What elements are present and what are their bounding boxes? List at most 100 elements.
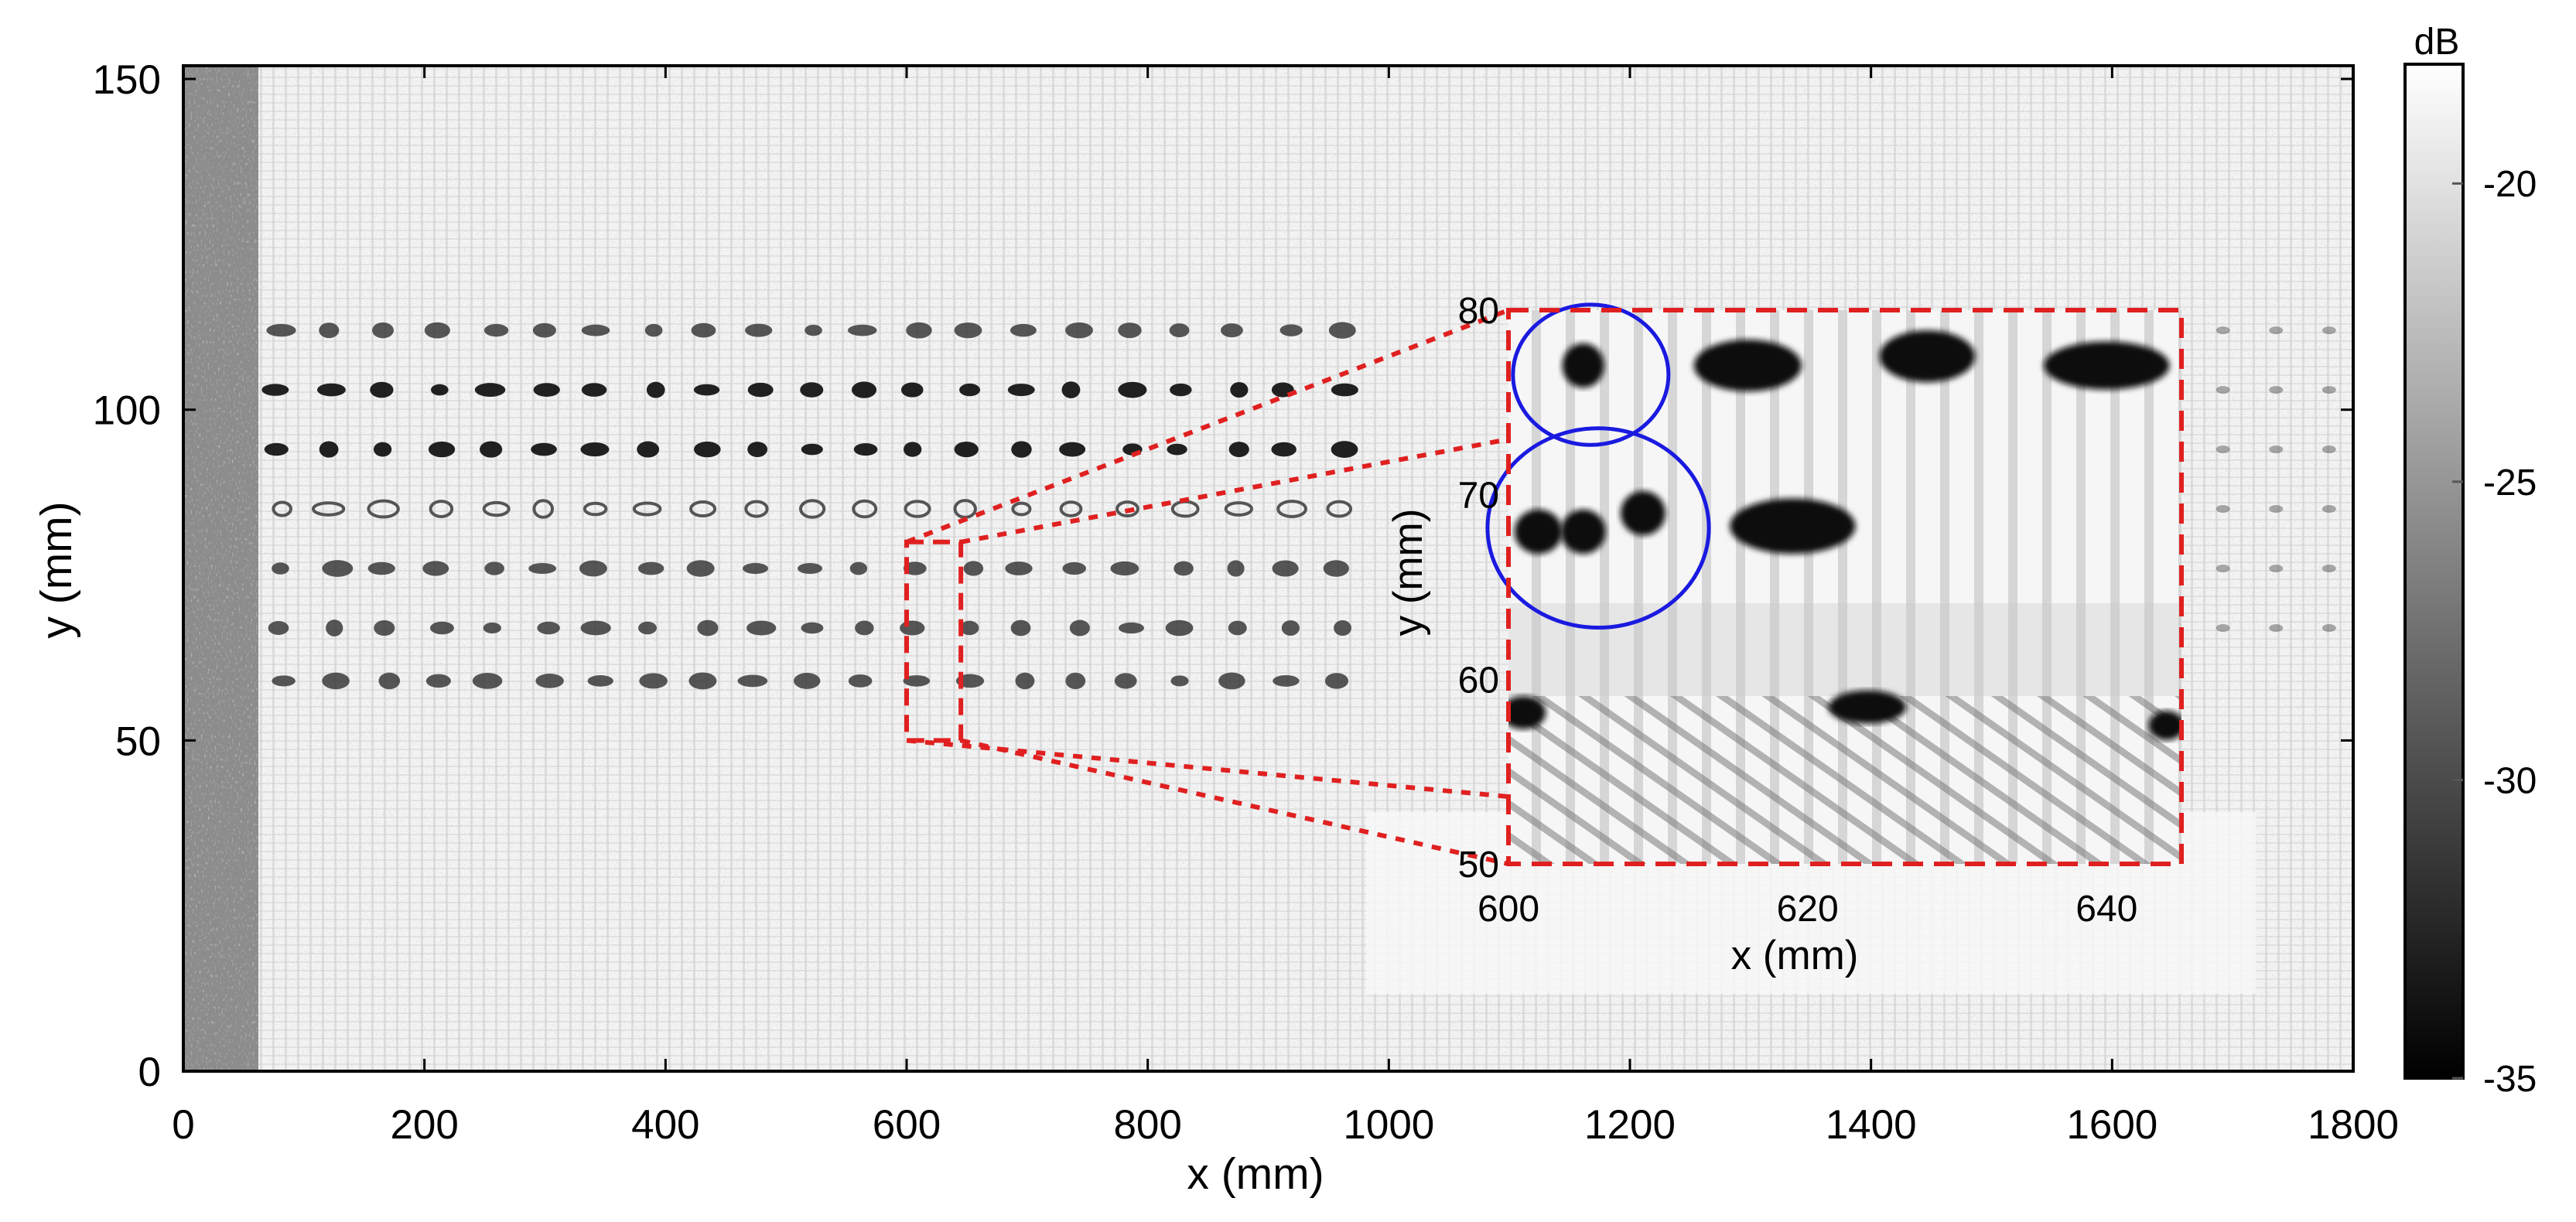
defect-mark xyxy=(903,442,922,457)
defect-mark-faint xyxy=(2269,386,2284,394)
defect-mark xyxy=(580,442,610,457)
inset-y-tick-label: 60 xyxy=(1458,660,1499,701)
defect-mark xyxy=(1271,442,1297,457)
defect-mark xyxy=(746,620,777,636)
x-tick-label: 1800 xyxy=(2308,1102,2399,1148)
zoom-connector-line xyxy=(960,437,1509,544)
defect-mark xyxy=(1062,562,1087,575)
defect-mark xyxy=(744,500,769,518)
defect-mark xyxy=(1224,501,1254,517)
defect-mark xyxy=(1228,620,1247,636)
defect-mark-faint xyxy=(2216,326,2230,335)
defect-mark xyxy=(528,562,557,575)
x-tick-label: 1000 xyxy=(1343,1102,1434,1148)
defect-mark-faint xyxy=(2216,386,2230,394)
defect-mark xyxy=(1281,620,1300,636)
defect-mark xyxy=(801,622,824,634)
zoom-connector-line xyxy=(960,738,1509,866)
defect-mark xyxy=(531,442,557,456)
defect-mark xyxy=(326,620,343,637)
colorbar-gradient xyxy=(2405,64,2463,1078)
inset-frame xyxy=(1506,308,2184,866)
defect-mark xyxy=(1220,323,1243,338)
defect-mark xyxy=(794,672,821,689)
edge-strip-texture xyxy=(183,66,258,1071)
inset-defect-blob xyxy=(1560,509,1606,555)
defect-mark xyxy=(272,500,292,517)
defect-mark xyxy=(581,324,610,336)
defect-mark xyxy=(745,323,773,337)
inset-y-tick-label: 50 xyxy=(1458,845,1499,886)
y-tick-label: 50 xyxy=(115,719,161,764)
defect-mark xyxy=(801,443,823,456)
inset-defect-blob xyxy=(1508,695,1546,729)
defect-mark xyxy=(483,622,501,634)
defect-mark xyxy=(852,499,878,519)
y-tick-label: 100 xyxy=(93,388,161,434)
inset-x-axis-label: x (mm) xyxy=(1731,933,1859,978)
inset-mid-band xyxy=(1508,603,2181,696)
defect-mark-faint xyxy=(2321,505,2336,514)
inset-hatch xyxy=(1508,696,2181,864)
defect-mark xyxy=(422,561,449,576)
x-axis: 0 200 400 600 800 1000 1200 1400 1600 1800 xyxy=(172,66,2399,1148)
defect-mark xyxy=(805,324,822,336)
defect-mark xyxy=(429,500,454,518)
defect-mark xyxy=(1010,620,1031,637)
defect-mark xyxy=(378,672,401,690)
defect-mark xyxy=(1174,561,1194,576)
defect-mark xyxy=(261,384,289,396)
x-tick-label: 400 xyxy=(631,1102,699,1148)
inset-defect-blob xyxy=(1730,498,1856,555)
x-tick-label: 800 xyxy=(1113,1102,1181,1148)
defect-mark-faint xyxy=(2321,386,2336,394)
x-tick-label: 0 xyxy=(172,1102,194,1148)
defect-mark xyxy=(851,381,877,398)
defect-mark xyxy=(963,561,984,576)
colorbar-label: dB xyxy=(2414,22,2460,63)
defect-mark xyxy=(637,562,664,575)
inset-x-axis: 600 620 640 xyxy=(1478,889,2137,930)
defect-mark xyxy=(580,620,611,636)
defect-mark xyxy=(800,382,824,398)
defect-mark xyxy=(1227,560,1245,577)
defect-mark xyxy=(900,382,924,398)
defect-mark xyxy=(849,562,868,575)
defect-mark xyxy=(537,621,560,635)
defect-mark xyxy=(480,441,503,458)
zoom-region xyxy=(904,308,1510,866)
defect-mark xyxy=(1218,672,1245,690)
defect-mark xyxy=(1165,620,1194,637)
defect-mark xyxy=(689,500,717,518)
defect-mark-faint xyxy=(2216,623,2230,632)
zoom-connector-line xyxy=(905,308,1510,544)
defect-mark xyxy=(424,322,450,339)
inset-defect-blob xyxy=(1828,690,1907,724)
defect-mark xyxy=(367,562,395,575)
defect-mark xyxy=(533,383,560,397)
defect-mark xyxy=(1169,323,1190,338)
defect-mark xyxy=(428,441,456,458)
x-tick-label: 200 xyxy=(390,1102,458,1148)
colorbar-tick-label: -25 xyxy=(2483,463,2537,503)
defect-mark xyxy=(1170,675,1189,687)
defect-mark xyxy=(1010,323,1037,337)
inset-defect-blob xyxy=(1621,490,1666,536)
defect-mark xyxy=(1328,322,1356,339)
defect-mark xyxy=(1334,620,1351,637)
inset-defect-blob xyxy=(2044,341,2170,390)
defect-mark xyxy=(959,383,981,397)
defect-mark xyxy=(367,499,400,519)
defect-mark xyxy=(688,672,717,690)
defect-mark xyxy=(1118,622,1144,634)
defect-mark-faint xyxy=(2269,326,2284,335)
defect-mark-faint xyxy=(2321,565,2336,572)
defect-mark xyxy=(900,620,925,636)
defect-mark-faint xyxy=(2216,445,2230,454)
defect-mark xyxy=(1110,561,1139,576)
defect-mark-faint xyxy=(2321,623,2336,632)
defect-mark xyxy=(693,384,720,396)
defect-mark xyxy=(373,442,392,457)
y-axis: 0 50 100 150 xyxy=(93,57,2353,1095)
defect-mark xyxy=(1276,500,1308,518)
